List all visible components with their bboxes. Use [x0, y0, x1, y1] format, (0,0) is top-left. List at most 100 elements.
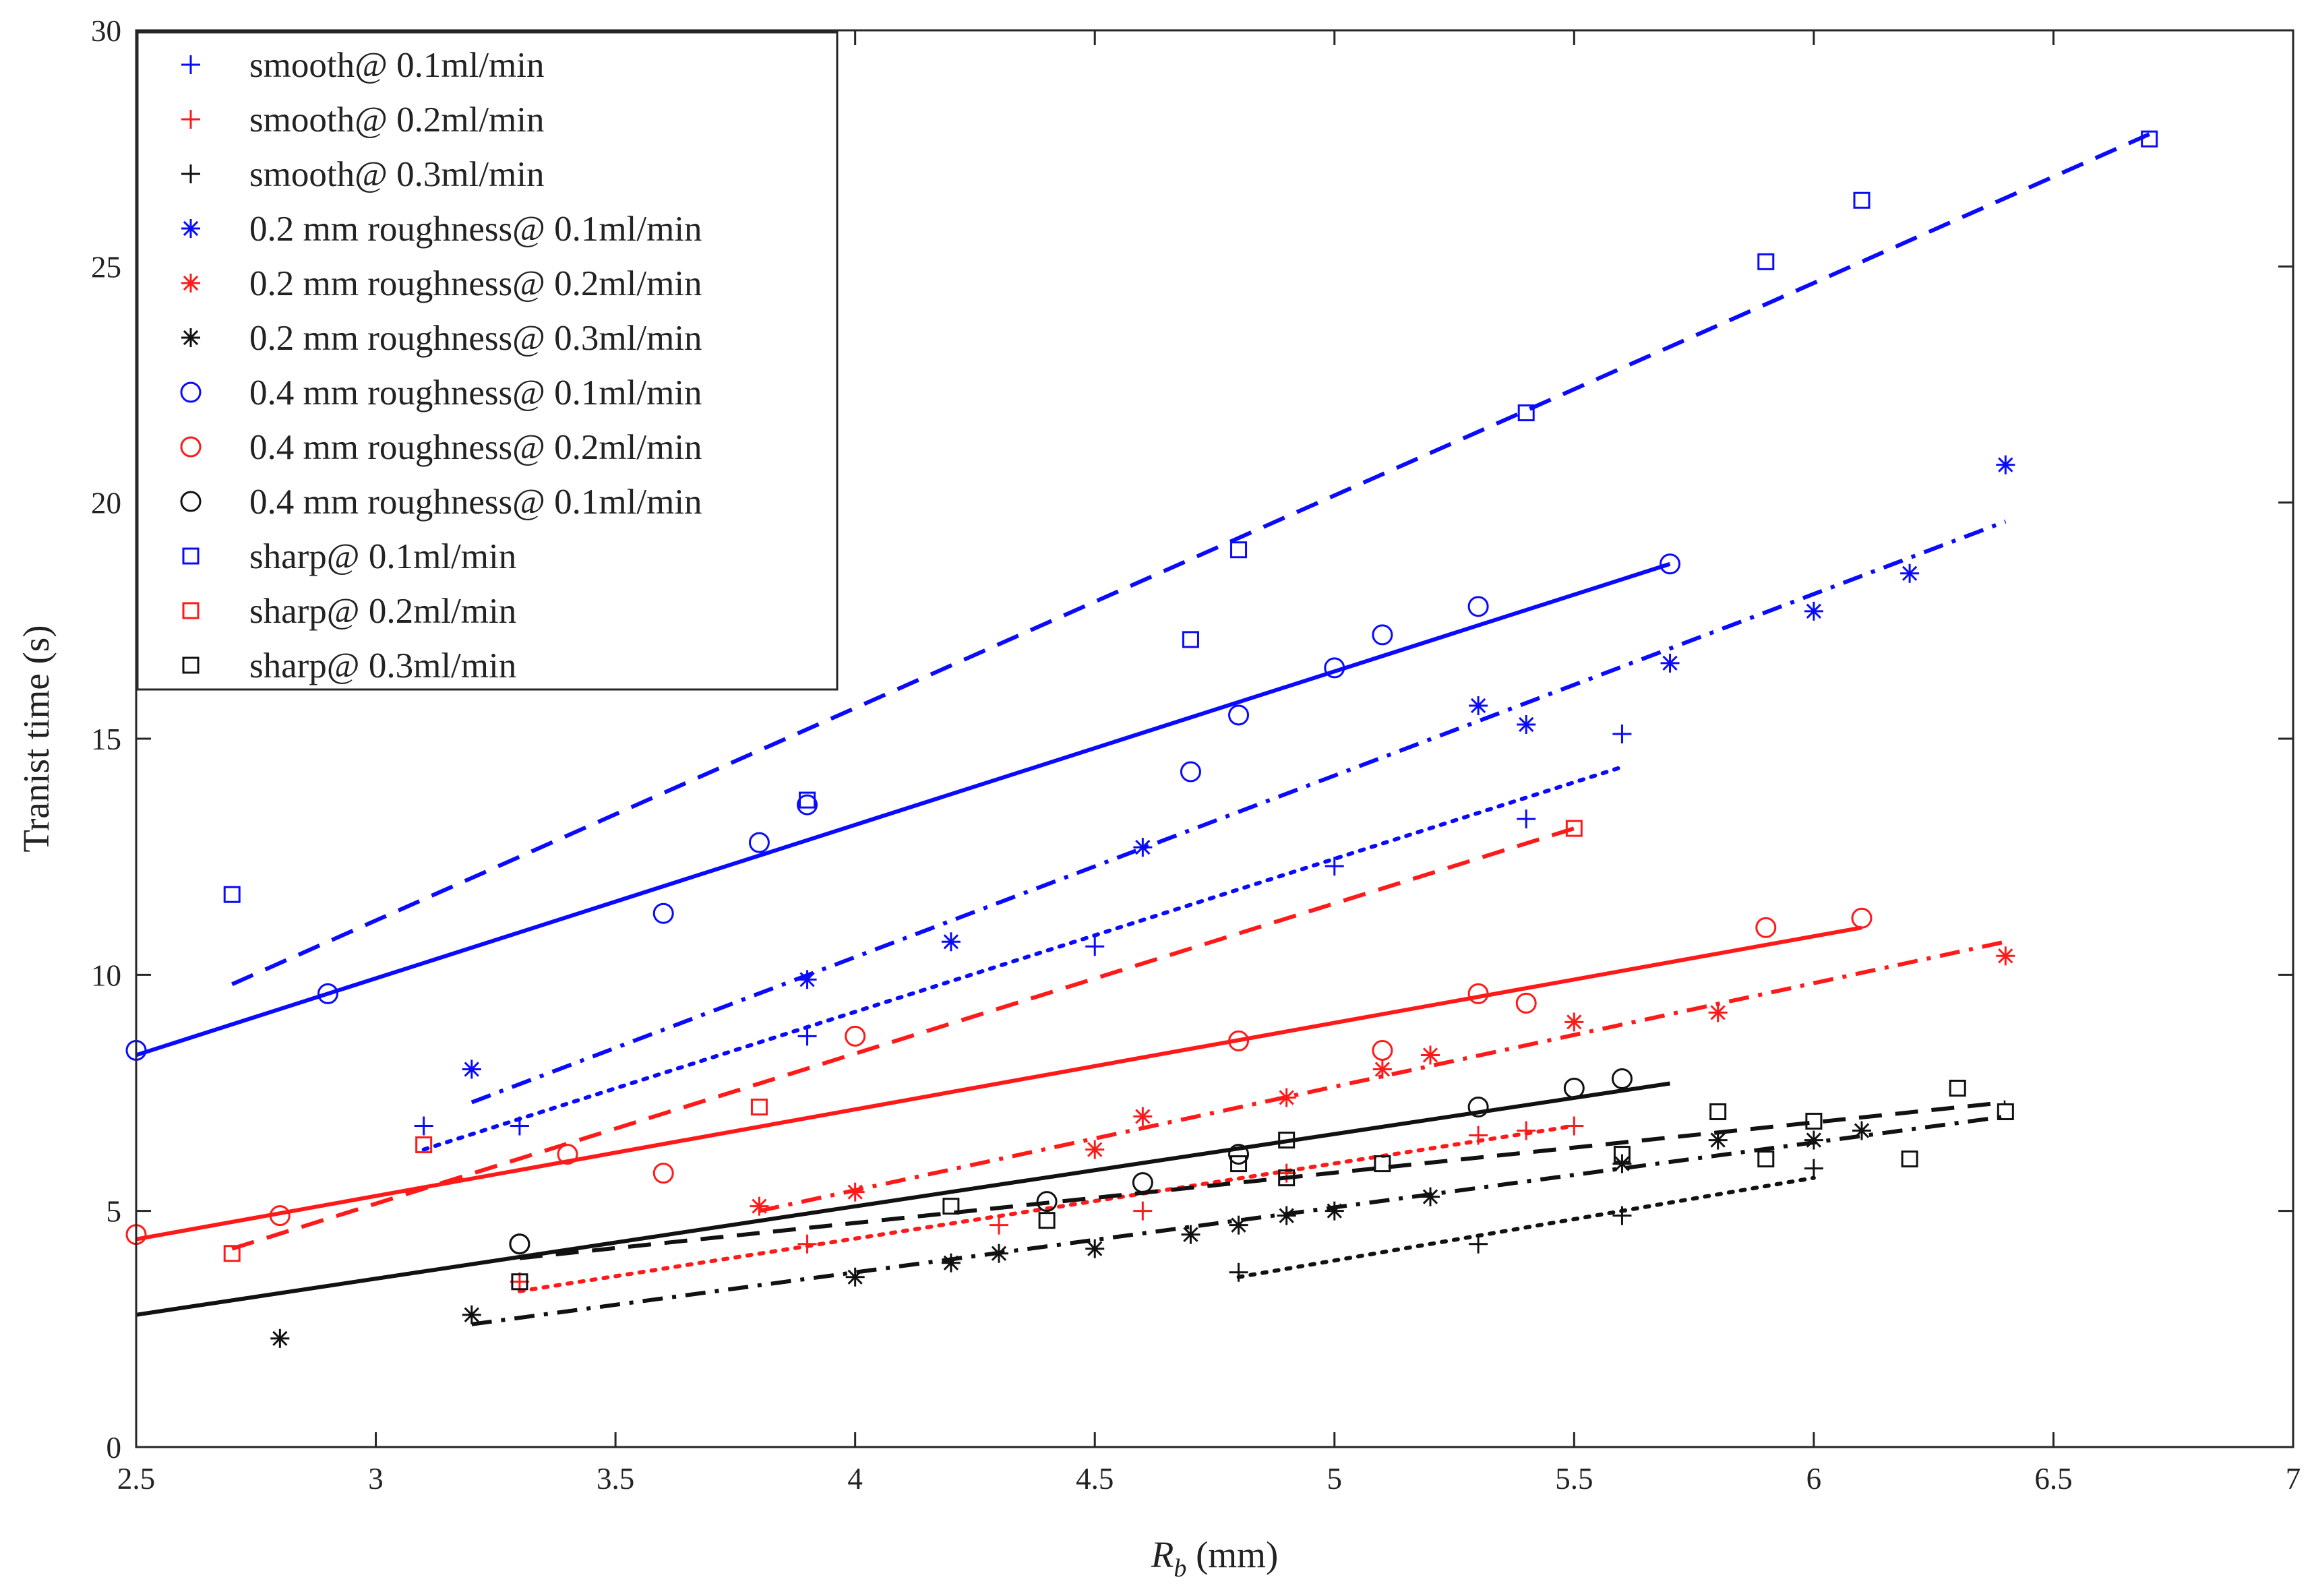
data-point: [1660, 653, 1680, 673]
fit-line: [135, 561, 1671, 1057]
marker-stroke: [752, 1198, 767, 1214]
data-point: [415, 1136, 433, 1154]
marker-stroke: [1901, 1150, 1918, 1168]
data-point: [750, 1099, 768, 1116]
data-point: [797, 794, 818, 816]
data-point: [1660, 553, 1681, 575]
legend-label: sharp@ 0.3ml/min: [249, 646, 516, 685]
marker-stroke: [1036, 1191, 1058, 1213]
x-tick-label: 3.5: [597, 1462, 634, 1496]
data-point: [1085, 937, 1105, 956]
marker-stroke: [1422, 1047, 1438, 1063]
legend-label: sharp@ 0.2ml/min: [249, 592, 516, 631]
legend-marker: [181, 110, 200, 129]
marker-stroke: [1038, 1212, 1056, 1229]
legend-marker: [182, 547, 200, 565]
data-point: [1372, 1060, 1392, 1079]
marker-stroke: [1087, 1241, 1103, 1256]
y-tick-label: 5: [107, 1195, 122, 1229]
data-point: [750, 1196, 769, 1216]
marker-stroke: [183, 220, 199, 237]
marker-stroke: [1327, 1203, 1342, 1219]
data-point: [1517, 714, 1536, 734]
series-3: [462, 455, 2015, 1105]
data-point: [1613, 1146, 1631, 1163]
data-point: [1517, 1121, 1536, 1140]
marker-stroke: [1278, 1132, 1296, 1149]
data-point: [1324, 657, 1345, 679]
data-point: [1997, 1103, 2014, 1121]
data-point: [1900, 563, 1920, 583]
data-point: [510, 1272, 529, 1291]
marker-stroke: [511, 1273, 528, 1291]
data-point: [652, 1163, 674, 1184]
data-point: [1325, 857, 1344, 876]
marker-stroke: [1662, 655, 1678, 671]
data-point: [317, 983, 338, 1004]
data-point: [1133, 1201, 1153, 1221]
legend-label: smooth@ 0.3ml/min: [249, 155, 545, 194]
marker-stroke: [1324, 657, 1345, 679]
y-tick-label: 15: [91, 723, 121, 756]
data-point: [1277, 1206, 1296, 1225]
marker-stroke: [1182, 631, 1199, 648]
marker-stroke: [182, 602, 200, 619]
marker-stroke: [991, 1246, 1007, 1261]
series-9: [223, 130, 2158, 987]
marker-stroke: [1374, 1155, 1391, 1173]
data-point: [1757, 253, 1775, 270]
marker-stroke: [1228, 1144, 1250, 1165]
marker-stroke: [1611, 1068, 1633, 1089]
data-point: [1469, 696, 1488, 715]
data-point: [1181, 1225, 1200, 1244]
marker-stroke: [269, 1205, 291, 1227]
legend-label: sharp@ 0.1ml/min: [249, 537, 516, 576]
legend-label: 0.2 mm roughness@ 0.1ml/min: [249, 210, 702, 249]
marker-stroke: [1614, 1156, 1630, 1171]
data-point: [845, 1182, 865, 1202]
data-point: [1182, 631, 1199, 648]
marker-stroke: [1279, 1090, 1294, 1105]
marker-stroke: [1422, 1189, 1438, 1204]
data-point: [797, 970, 817, 989]
data-point: [797, 1234, 817, 1254]
data-point: [1709, 1103, 1727, 1121]
data-point: [941, 932, 961, 952]
series-5: [270, 1114, 2006, 1348]
legend-label: smooth@ 0.2ml/min: [249, 100, 545, 140]
data-point: [1467, 983, 1489, 1004]
data-point: [1421, 1045, 1440, 1065]
marker-stroke: [317, 983, 338, 1004]
marker-stroke: [847, 1184, 863, 1200]
data-point: [1133, 838, 1153, 857]
marker-stroke: [509, 1233, 530, 1255]
marker-stroke: [1135, 1109, 1151, 1124]
fit-line: [231, 132, 2150, 987]
marker-stroke: [223, 886, 241, 903]
marker-stroke: [1613, 1146, 1631, 1163]
marker-stroke: [1087, 1142, 1103, 1157]
marker-stroke: [1563, 1077, 1585, 1099]
data-point: [2141, 130, 2158, 148]
y-tick-label: 25: [91, 250, 121, 284]
data-point: [1755, 917, 1777, 938]
data-point: [1517, 809, 1536, 829]
y-tick-label: 20: [91, 487, 121, 520]
fit-line: [519, 1100, 2006, 1260]
marker-stroke: [1710, 1005, 1726, 1020]
y-axis-title: Tranist time (s): [16, 625, 57, 852]
data-point: [1469, 1126, 1488, 1145]
data-point: [1277, 1088, 1296, 1107]
data-point: [462, 1305, 481, 1324]
data-point: [1565, 820, 1583, 837]
data-point: [1757, 1150, 1775, 1168]
marker-stroke: [1467, 1097, 1489, 1118]
data-point: [270, 1328, 290, 1348]
marker-stroke: [1710, 1132, 1726, 1148]
marker-stroke: [845, 1025, 866, 1047]
x-tick-label: 5.5: [1555, 1462, 1593, 1496]
data-point: [1563, 1077, 1585, 1099]
data-point: [1804, 601, 1823, 621]
marker-stroke: [1467, 596, 1489, 617]
